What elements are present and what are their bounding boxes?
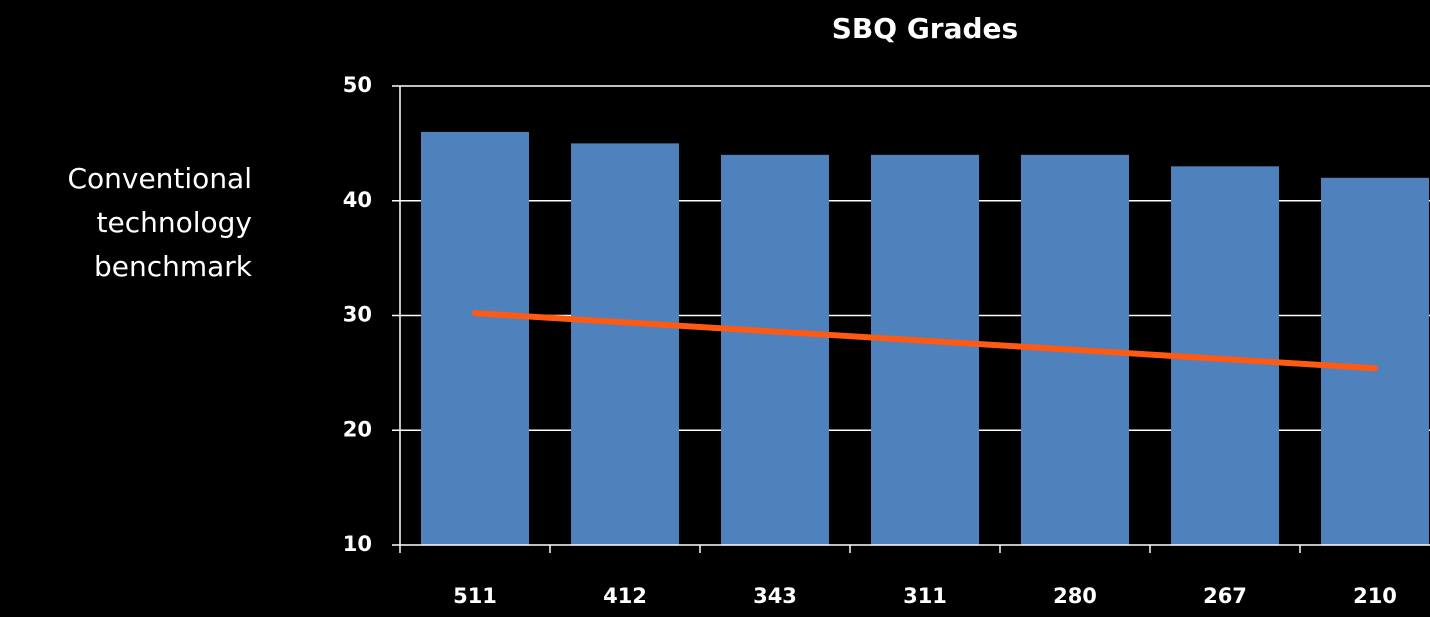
x-tick-label: 412 <box>603 584 647 608</box>
bar <box>571 143 679 545</box>
x-tick-label: 511 <box>453 584 497 608</box>
x-tick-label: 280 <box>1053 584 1097 608</box>
x-tick-label: 267 <box>1203 584 1247 608</box>
y-tick-label: 10 <box>343 532 372 556</box>
trend-line <box>472 310 1378 372</box>
chart-title: SBQ Grades <box>832 12 1018 45</box>
x-tick-label: 311 <box>903 584 947 608</box>
bar <box>871 154 979 545</box>
x-tick-label: 210 <box>1353 584 1397 608</box>
y-tick-label: 20 <box>343 417 372 441</box>
bar <box>1321 177 1429 546</box>
y-axis-label: Conventional technology benchmark <box>67 162 252 283</box>
y-tick-label: 50 <box>343 73 372 97</box>
bar <box>421 131 529 545</box>
y-tick-label: 30 <box>343 303 372 327</box>
x-tick-label: 343 <box>753 584 797 608</box>
y-tick-label: 40 <box>343 188 372 212</box>
bar <box>721 154 829 545</box>
